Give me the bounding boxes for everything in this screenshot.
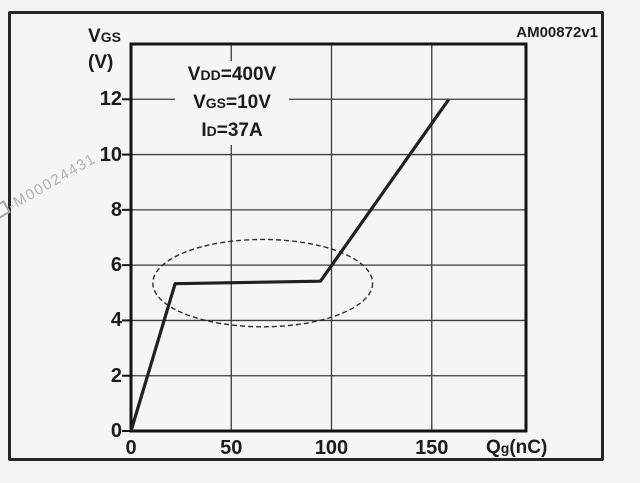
figure-border xyxy=(8,11,604,461)
condition-vdd: VDD=400V xyxy=(187,64,277,85)
y-axis-title: VGS (V) xyxy=(88,24,121,76)
plateau-ellipse xyxy=(152,238,374,328)
x-axis-title: Qg(nC) xyxy=(486,437,548,458)
figure-code: AM00872v1 xyxy=(516,24,598,41)
y-axis-unit: (V) xyxy=(88,52,114,73)
condition-id: ID=37A xyxy=(201,120,263,141)
test-conditions: VDD=400V VGS=10V ID=37A xyxy=(175,61,289,145)
y-axis-symbol: VGS xyxy=(88,26,121,47)
gate-charge-curve xyxy=(129,98,451,432)
condition-vgs: VGS=10V xyxy=(193,92,271,113)
plot-frame xyxy=(129,42,528,433)
